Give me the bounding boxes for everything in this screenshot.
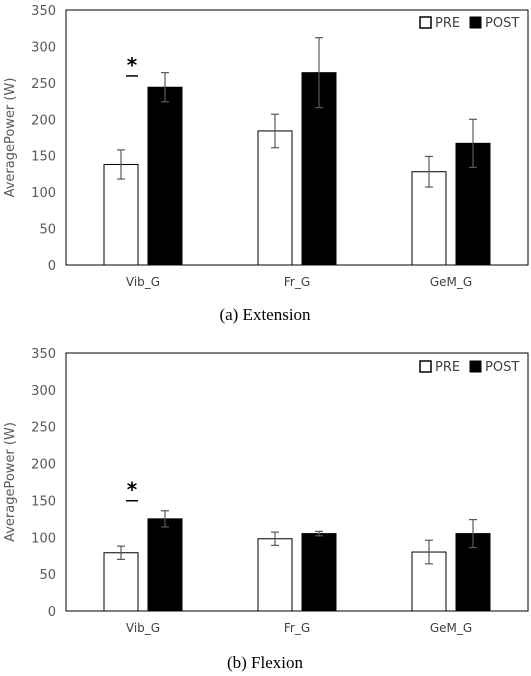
legend-label-pre: PRE [435,16,460,31]
chart-flexion: 0 50 100 150 200 250 300 350 AveragePower (W) Vib… [3,347,529,672]
y-tick-label: 350 [31,347,56,362]
legend-swatch-post [469,16,482,29]
y-tick-label: 300 [31,40,56,55]
x-category-label: Fr_G [284,621,310,635]
y-tick-label: 50 [39,568,56,583]
y-tick-label: 150 [31,150,56,165]
x-category-label: Vib_G [126,621,160,635]
y-tick-label: 150 [31,494,56,509]
x-category-label: GeM_G [430,275,472,289]
figure-caption: (a) Extension [219,305,311,324]
bar-post [147,518,183,612]
legend-label-pre: PRE [435,360,460,375]
legend: PRE POST [419,16,519,31]
legend-swatch-pre [419,360,432,373]
bar-pre [257,538,293,612]
y-tick-label: 50 [39,223,56,238]
y-tick-label: 250 [31,77,56,92]
y-axis-label: AveragePower (W) [3,78,18,198]
figure-caption: (b) Flexion [227,653,304,672]
y-tick-label: 100 [31,186,56,201]
x-category-label: Vib_G [126,275,160,289]
legend-label-post: POST [485,360,519,375]
plot-frame [65,352,529,612]
plot-frame [65,9,529,266]
y-tick-label: 0 [48,605,56,620]
x-category-label: GeM_G [430,621,472,635]
significance-star: * [127,53,138,77]
legend-swatch-post [469,360,482,373]
x-category-label: Fr_G [284,275,310,289]
y-tick-label: 200 [31,458,56,473]
legend-label-post: POST [485,16,519,31]
y-tick-label: 0 [48,259,56,274]
bar-post [147,86,183,266]
significance-star: * [127,478,138,502]
y-tick-label: 300 [31,384,56,399]
bar-post [301,533,337,612]
y-tick-label: 350 [31,4,56,19]
legend: PRE POST [419,360,519,375]
bar-pre [257,130,293,266]
chart-extension: 0 50 100 150 200 250 300 350 AveragePower (W) Vib… [3,4,529,324]
y-tick-label: 200 [31,113,56,128]
y-tick-label: 250 [31,421,56,436]
y-axis-label: AveragePower (W) [3,422,18,542]
bar-pre [103,552,139,612]
legend-swatch-pre [419,16,432,29]
y-tick-label: 100 [31,531,56,546]
